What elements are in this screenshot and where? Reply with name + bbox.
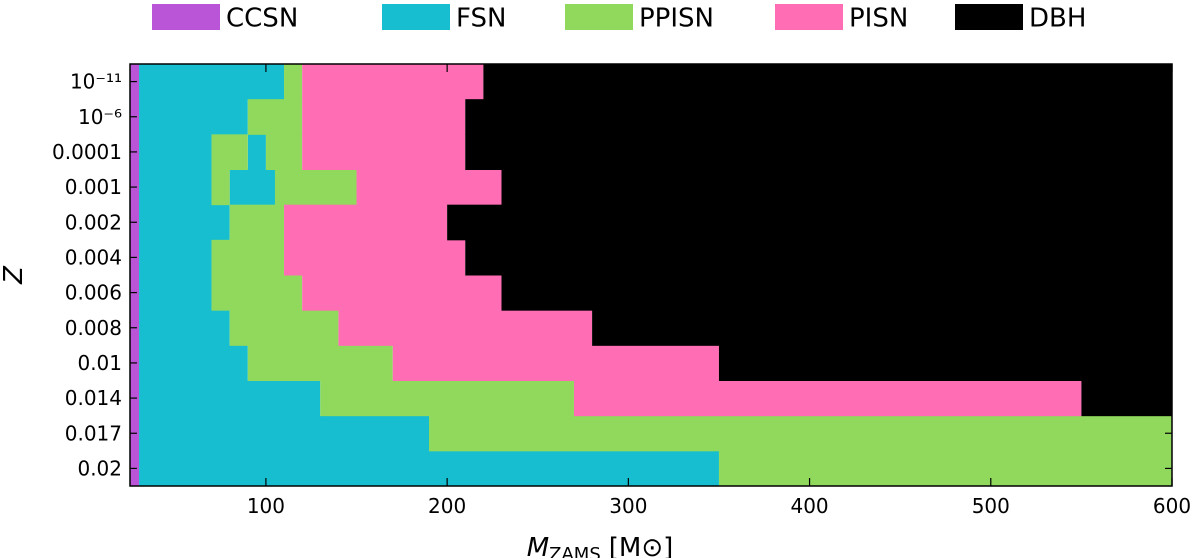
legend-label: FSN xyxy=(456,4,506,34)
legend-label: DBH xyxy=(1029,4,1086,34)
range-segment xyxy=(284,64,303,100)
range-segment xyxy=(139,64,285,100)
range-segment xyxy=(465,134,1172,170)
range-segment xyxy=(356,169,502,206)
range-segment xyxy=(139,134,212,170)
legend-label: PPISN xyxy=(639,4,714,34)
range-segment xyxy=(211,275,303,311)
range-segment xyxy=(284,239,466,276)
range-segment xyxy=(429,415,1173,452)
x-axis-label: MZAMS [M⊙] xyxy=(527,533,674,558)
y-tick-label: 10⁻¹¹ xyxy=(70,70,122,94)
legend-swatch xyxy=(565,4,633,30)
x-tick-label: 400 xyxy=(790,494,828,518)
range-segment xyxy=(211,239,285,276)
range-segment xyxy=(139,275,212,311)
x-label-unit: [M⊙] xyxy=(609,533,674,558)
range-segment xyxy=(229,169,275,206)
range-segment xyxy=(1081,380,1172,417)
range-segment xyxy=(211,169,230,206)
range-segment xyxy=(592,310,1172,346)
x-label-subscript: ZAMS xyxy=(549,544,601,558)
y-tick-label: 0.006 xyxy=(65,281,122,305)
y-tick-label: 0.008 xyxy=(65,316,122,340)
x-tick-label: 300 xyxy=(609,494,647,518)
x-tick-label: 500 xyxy=(972,494,1010,518)
range-segment xyxy=(465,99,1172,135)
y-axis-label: Z xyxy=(0,265,29,285)
range-segment xyxy=(229,204,285,241)
x-tick-label: 600 xyxy=(1153,494,1191,518)
range-segment xyxy=(274,169,357,206)
legend-swatch xyxy=(152,4,220,30)
range-segment xyxy=(392,345,719,381)
range-segment xyxy=(139,450,719,487)
range-segment xyxy=(718,345,1172,381)
legend-swatch xyxy=(955,4,1023,30)
range-segment xyxy=(302,275,502,311)
range-segment xyxy=(265,134,303,170)
y-tick-label: 0.0001 xyxy=(52,140,122,164)
legend-label: CCSN xyxy=(226,4,298,34)
range-segment xyxy=(139,415,430,452)
range-segment xyxy=(302,134,466,170)
range-segment xyxy=(447,204,1172,241)
range-segment xyxy=(302,99,466,135)
range-segment xyxy=(338,310,593,346)
range-segment xyxy=(139,204,230,241)
range-segment xyxy=(483,64,1172,100)
range-segment xyxy=(247,134,266,170)
legend-label: PISN xyxy=(849,4,908,34)
range-segment xyxy=(139,239,212,276)
plot-frame xyxy=(129,63,1173,487)
y-tick-label: 0.014 xyxy=(65,386,122,410)
range-segment xyxy=(229,310,339,346)
x-tick-label: 200 xyxy=(428,494,466,518)
y-tick-label: 0.001 xyxy=(65,175,122,199)
y-tick-label: 0.02 xyxy=(77,456,122,480)
range-segment xyxy=(465,239,1172,276)
range-segment xyxy=(139,169,212,206)
range-segment xyxy=(718,450,1172,487)
y-tick-label: 10⁻⁶ xyxy=(78,105,122,129)
range-segment xyxy=(320,380,574,417)
range-segment xyxy=(573,380,1082,417)
range-segment xyxy=(284,204,448,241)
range-segment xyxy=(501,169,1172,206)
range-segment xyxy=(139,310,230,346)
range-segment xyxy=(302,64,484,100)
range-segment xyxy=(501,275,1172,311)
range-segment xyxy=(139,99,248,135)
range-segment xyxy=(139,380,321,417)
plot-area xyxy=(130,64,1173,487)
axes: 10⁻¹¹ 10⁻⁶ 0.0001 0.001 0.002 0.004 0.006 0.008… xyxy=(52,63,1191,518)
y-tick-label: 0.01 xyxy=(77,351,122,375)
y-tick-label: 0.017 xyxy=(65,421,122,445)
range-segment xyxy=(211,134,248,170)
x-tick-label: 100 xyxy=(247,494,285,518)
range-segment xyxy=(247,99,303,135)
x-label-symbol: M xyxy=(527,533,549,558)
legend-swatch xyxy=(775,4,843,30)
y-tick-label: 0.002 xyxy=(65,210,122,234)
y-tick-label: 0.004 xyxy=(65,245,122,269)
range-segment xyxy=(139,345,248,381)
range-segment xyxy=(247,345,393,381)
legend-swatch xyxy=(382,4,450,30)
